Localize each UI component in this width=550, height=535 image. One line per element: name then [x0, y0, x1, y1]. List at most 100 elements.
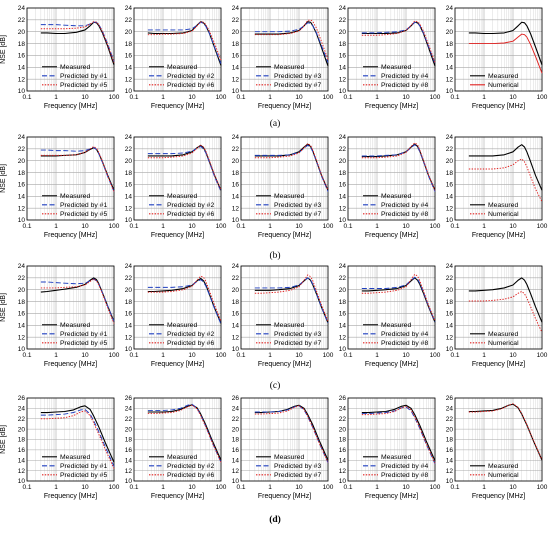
y-tick-label: 26 [125, 395, 133, 402]
row-caption: (c) [270, 380, 281, 391]
x-tick-label: 100 [323, 352, 334, 359]
y-tick-label: 10 [339, 88, 347, 95]
y-tick-label: 20 [232, 287, 240, 294]
y-tick-label: 26 [446, 395, 454, 402]
legend-label: Predicted by #1 [60, 463, 107, 470]
y-tick-label: 12 [232, 76, 240, 83]
legend-label: Predicted by #4 [381, 463, 428, 470]
x-tick-label: 100 [216, 484, 227, 491]
plot-frame [26, 7, 115, 92]
y-tick-label: 14 [446, 193, 454, 200]
x-axis-label: Frequency [MHz] [365, 493, 418, 500]
legend-label: Measured [167, 454, 197, 461]
series-line [361, 21, 436, 64]
x-tick-label: 0.1 [22, 223, 31, 230]
y-tick-label: 18 [446, 41, 454, 48]
legend-label: Predicted by #7 [274, 340, 321, 347]
x-tick-label: 0.1 [236, 94, 245, 101]
y-tick-label: 10 [446, 346, 454, 353]
legend-label: Measured [381, 193, 411, 200]
y-tick-label: 10 [18, 217, 26, 224]
y-tick-label: 20 [339, 158, 347, 165]
y-tick-label: 18 [18, 299, 26, 306]
y-axis-label: NSE [dB] [0, 164, 7, 193]
plot-frame [26, 397, 115, 482]
x-tick-label: 1 [161, 94, 165, 101]
y-tick-label: 16 [125, 182, 133, 189]
legend-label: Numerical [488, 211, 519, 218]
y-tick-label: 22 [446, 146, 454, 153]
plot-frame [26, 136, 115, 221]
y-tick-label: 22 [446, 275, 454, 282]
subplot-b-2: 10 12 14 16 18 20 22 24 0.1 1 10 100 Frequency [MHz]… [125, 134, 227, 239]
series-line [254, 22, 329, 63]
subplot-d-5: 10 12 14 16 18 20 22 24 26 0.1 1 10 100 Frequency [MH… [446, 395, 548, 500]
y-tick-label: 16 [232, 182, 240, 189]
series-line [40, 21, 115, 62]
series-line [40, 146, 115, 192]
legend-label: Measured [488, 463, 518, 470]
y-tick-label: 18 [18, 170, 26, 177]
y-tick-label: 10 [446, 217, 454, 224]
series-line [147, 404, 222, 461]
series-line [40, 278, 115, 324]
x-tick-label: 100 [109, 223, 120, 230]
x-tick-label: 100 [537, 94, 548, 101]
y-tick-label: 16 [339, 447, 347, 454]
y-tick-label: 18 [125, 41, 133, 48]
x-tick-label: 0.1 [343, 94, 352, 101]
series-line [40, 21, 115, 63]
y-tick-label: 22 [446, 416, 454, 423]
series-line [254, 404, 329, 461]
y-tick-label: 10 [232, 217, 240, 224]
x-tick-label: 0.1 [22, 352, 31, 359]
series-line [361, 142, 436, 191]
y-tick-label: 24 [125, 406, 133, 413]
legend-label: Predicted by #4 [381, 331, 428, 338]
series-line [361, 273, 436, 322]
row-caption: (a) [270, 118, 281, 129]
y-tick-label: 20 [125, 426, 133, 433]
legend-label: Measured [274, 193, 304, 200]
y-tick-label: 16 [125, 53, 133, 60]
x-tick-label: 0.1 [236, 484, 245, 491]
y-tick-label: 14 [18, 193, 26, 200]
y-tick-label: 14 [125, 64, 133, 71]
plot-frame [347, 136, 436, 221]
legend-label: Predicted by #6 [167, 82, 214, 89]
series-line [254, 143, 329, 191]
x-tick-label: 0.1 [450, 352, 459, 359]
y-tick-label: 20 [125, 158, 133, 165]
y-tick-label: 18 [339, 170, 347, 177]
y-tick-label: 24 [232, 263, 240, 270]
legend-label: Predicted by #4 [381, 202, 428, 209]
y-tick-label: 18 [339, 41, 347, 48]
y-tick-label: 16 [339, 311, 347, 318]
legend-label: Predicted by #4 [381, 73, 428, 80]
x-axis-label: Frequency [MHz] [258, 232, 311, 239]
y-tick-label: 12 [125, 205, 133, 212]
y-tick-label: 24 [339, 134, 347, 141]
y-tick-label: 14 [339, 457, 347, 464]
plot-frame [133, 7, 222, 92]
series-line [361, 277, 436, 323]
y-tick-label: 14 [232, 193, 240, 200]
plot-frame [347, 7, 436, 92]
series-line [147, 21, 222, 64]
y-tick-label: 16 [446, 53, 454, 60]
x-tick-label: 10 [81, 94, 89, 101]
y-tick-label: 20 [446, 426, 454, 433]
x-tick-label: 1 [54, 223, 58, 230]
y-tick-label: 12 [18, 334, 26, 341]
legend-label: Measured [274, 454, 304, 461]
x-tick-label: 1 [268, 94, 272, 101]
x-axis-label: Frequency [MHz] [472, 103, 525, 110]
x-axis-label: Frequency [MHz] [472, 493, 525, 500]
subplot-b-4: 10 12 14 16 18 20 22 24 0.1 1 10 100 Frequency [MHz]… [339, 134, 441, 239]
subplot-d-4: 10 12 14 16 18 20 22 24 26 0.1 1 10 100 Frequency [MH… [339, 395, 441, 500]
y-tick-label: 16 [18, 182, 26, 189]
x-tick-label: 10 [509, 94, 517, 101]
x-tick-label: 10 [509, 352, 517, 359]
x-tick-label: 0.1 [22, 94, 31, 101]
